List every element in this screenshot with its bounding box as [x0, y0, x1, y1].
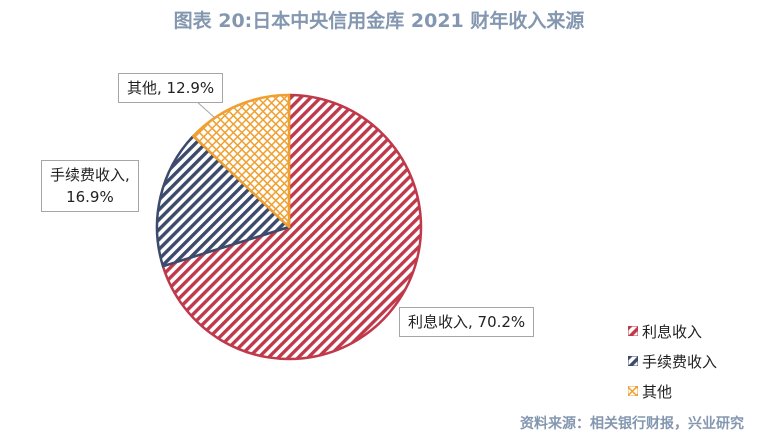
chart-title: 图表 20:日本中央信用金库 2021 财年收入来源 [173, 10, 585, 32]
legend-swatch-other [628, 386, 638, 396]
source-note: 资料来源：相关银行财报，兴业研究 [520, 416, 744, 432]
legend-swatch-interest [628, 326, 638, 336]
legend-item-fee: 手续费收入 [628, 346, 717, 376]
legend: 利息收入 手续费收入 其他 [628, 316, 717, 406]
legend-swatch-fee [628, 356, 638, 366]
slice-label-other: 其他, 12.9% [118, 73, 224, 103]
pie-slice-fee [155, 134, 291, 268]
slice-label-interest: 利息收入, 70.2% [399, 307, 535, 337]
leader-line-other [194, 99, 216, 119]
pie-slice-other [192, 93, 291, 229]
pie-slice-interest [161, 93, 423, 361]
legend-item-interest: 利息收入 [628, 316, 717, 346]
slice-label-fee: 手续费收入, 16.9% [41, 160, 139, 212]
legend-item-other: 其他 [628, 376, 717, 406]
